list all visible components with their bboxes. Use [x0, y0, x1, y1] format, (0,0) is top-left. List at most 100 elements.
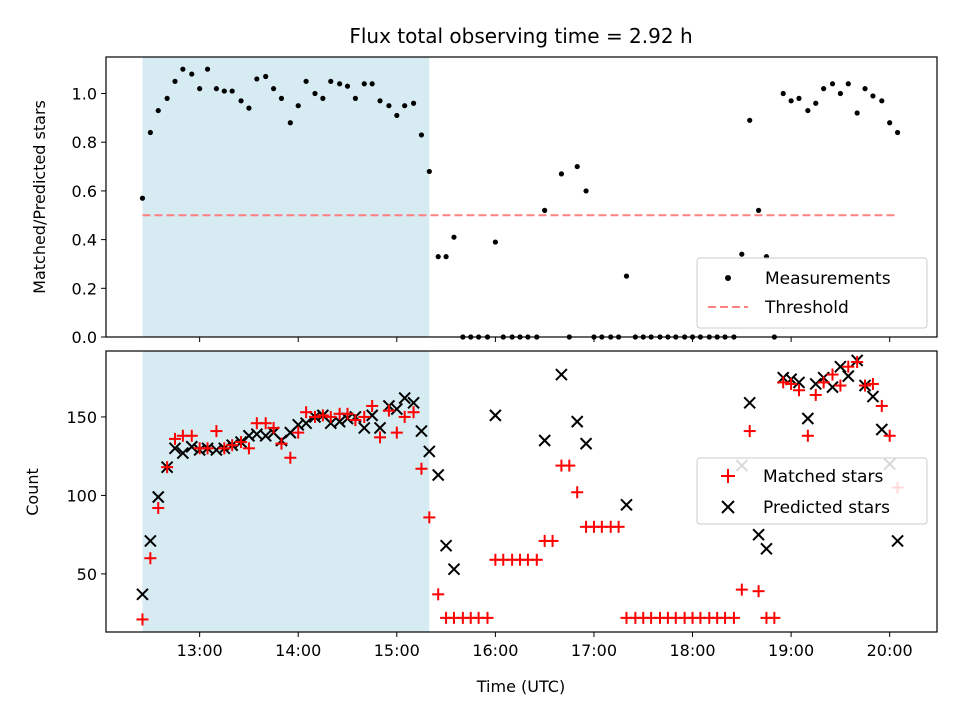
- x-tick-label: 15:00: [374, 641, 420, 660]
- legend-measurements-label: Measurements: [765, 269, 891, 289]
- matched-star-point: [842, 360, 855, 373]
- measurement-point: [862, 86, 868, 92]
- matched-star-point: [883, 429, 896, 442]
- matched-star-point: [308, 410, 321, 423]
- predicted-star-point: [431, 468, 445, 482]
- predicted-star-point: [358, 421, 371, 435]
- x-tick-label: 18:00: [669, 641, 715, 660]
- top-shaded-region: [142, 57, 430, 337]
- top-y-tick-label: 0.0: [72, 328, 97, 347]
- x-tick-label: 20:00: [867, 641, 913, 660]
- matched-star-point: [530, 553, 543, 566]
- x-tick-label: 17:00: [571, 641, 617, 660]
- measurement-point: [854, 110, 860, 116]
- predicted-star-point: [801, 412, 815, 425]
- matched-star-point: [859, 379, 872, 392]
- predicted-star-point: [579, 437, 593, 450]
- measurement-point: [369, 81, 375, 87]
- measurement-point: [492, 239, 498, 245]
- measurement-point: [887, 120, 893, 126]
- measurement-point: [402, 103, 408, 109]
- measurement-point: [870, 93, 876, 99]
- top-y-tick-label: 1.0: [72, 85, 97, 104]
- matched-star-point: [284, 451, 297, 464]
- matched-star-point: [481, 611, 494, 624]
- legend-matched-marker: [721, 469, 735, 483]
- chart-title: Flux total observing time = 2.92 h: [349, 24, 692, 48]
- predicted-star-point: [333, 415, 346, 428]
- matched-star-point: [275, 437, 288, 450]
- measurement-point: [623, 273, 630, 279]
- predicted-star-point: [570, 415, 584, 428]
- measurement-point: [377, 98, 383, 104]
- measurement-point: [238, 98, 244, 104]
- measurement-point: [386, 103, 392, 109]
- predicted-star-point: [866, 390, 880, 403]
- matched-star-point: [267, 421, 280, 434]
- matched-star-point: [136, 613, 149, 626]
- measurement-point: [845, 81, 851, 87]
- top-legend-box: [696, 257, 928, 329]
- top-legend: Measurements Threshold: [696, 257, 928, 329]
- top-y-axis-label: Matched/Predicted stars: [30, 100, 49, 294]
- measurement-point: [739, 251, 745, 257]
- measurement-point: [829, 81, 836, 87]
- measurement-point: [443, 254, 449, 260]
- matched-star-point: [152, 501, 165, 514]
- measurement-points: [139, 66, 901, 340]
- matched-star-point: [563, 459, 576, 472]
- matched-star-point: [777, 376, 790, 389]
- measurement-point: [320, 95, 326, 101]
- measurement-point: [270, 86, 277, 92]
- legend-threshold-label: Threshold: [764, 298, 849, 318]
- predicted-star-point: [407, 396, 420, 410]
- legend-matched-label: Matched stars: [763, 467, 883, 487]
- measurement-point: [583, 188, 589, 194]
- predicted-star-point: [299, 417, 313, 430]
- measurement-point: [352, 95, 358, 101]
- x-tick-label: 19:00: [768, 641, 814, 660]
- measurement-point: [821, 86, 827, 92]
- matched-star-point: [768, 611, 781, 624]
- measurement-point: [221, 88, 227, 94]
- measurement-point: [213, 86, 220, 92]
- matched-star-point: [349, 414, 362, 427]
- predicted-star-point: [809, 377, 822, 391]
- matched-star-point: [571, 486, 584, 499]
- measurement-point: [295, 103, 301, 109]
- measurement-point: [837, 90, 843, 97]
- top-axes-frame: [105, 56, 938, 338]
- matched-star-point: [226, 439, 239, 452]
- matched-star-point: [875, 399, 888, 412]
- bottom-y-tick-label: 50: [77, 565, 97, 584]
- measurement-point: [747, 117, 753, 123]
- matched-star-point: [398, 410, 411, 423]
- matched-star-point: [826, 368, 839, 381]
- top-x-ticks: [199, 337, 891, 342]
- predicted-star-point: [423, 445, 436, 458]
- measurement-point: [344, 83, 351, 89]
- measurement-point: [263, 73, 269, 80]
- top-y-tick-label: 0.6: [72, 182, 97, 201]
- matched-star-point: [851, 355, 864, 368]
- predicted-star-point: [792, 376, 806, 389]
- matched-star-point: [374, 431, 387, 444]
- bottom-axes-frame: [105, 350, 938, 633]
- matched-star-point: [210, 425, 223, 438]
- measurement-point: [574, 163, 580, 170]
- matched-star-point: [185, 429, 198, 442]
- bottom-y-tick-label: 100: [66, 486, 97, 505]
- matched-star-point: [727, 611, 740, 624]
- measurement-point: [788, 98, 794, 104]
- measurement-point: [894, 129, 901, 136]
- top-y-ticks: 0.0 0.2 0.4 0.6 0.8 1.0: [72, 85, 106, 347]
- matched-star-point: [358, 410, 371, 423]
- predicted-star-point: [365, 409, 379, 422]
- matched-star-point: [834, 379, 847, 392]
- top-y-tick-label: 0.4: [72, 231, 97, 250]
- matched-star-point: [341, 407, 354, 420]
- measurement-point: [558, 171, 565, 177]
- matched-star-point: [201, 442, 214, 455]
- matched-star-point: [546, 534, 559, 547]
